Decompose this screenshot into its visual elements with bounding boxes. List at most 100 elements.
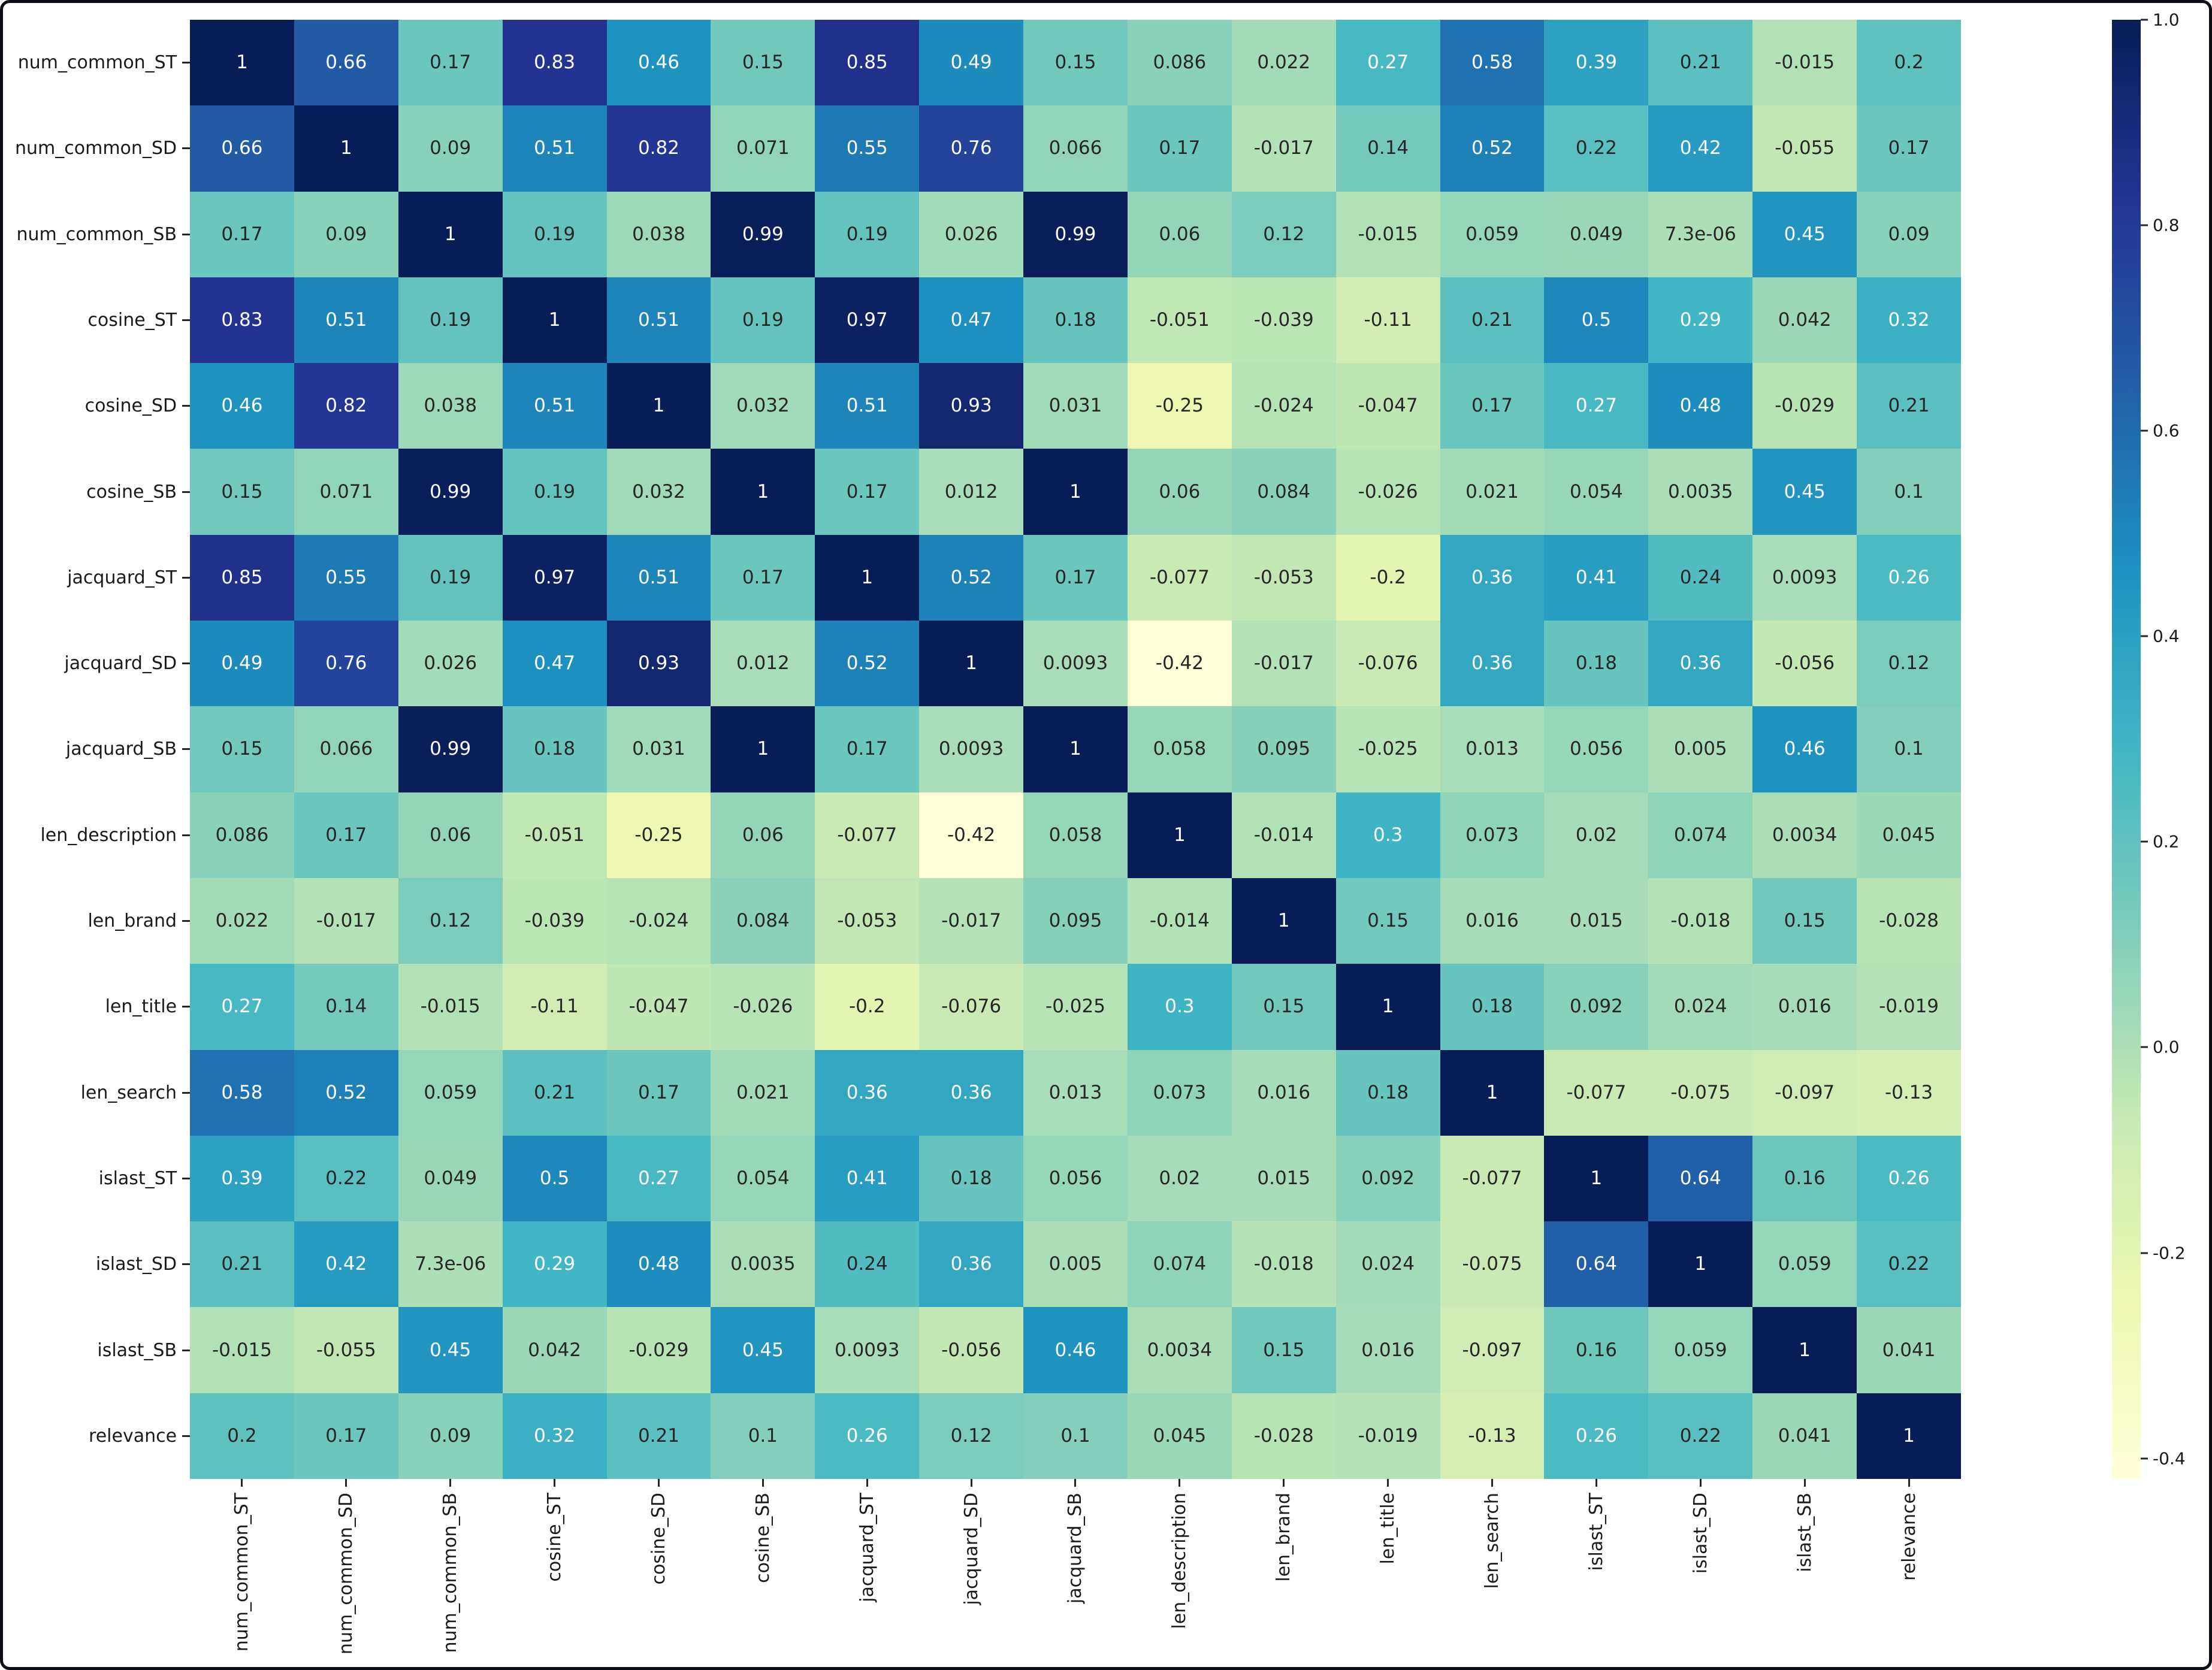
heatmap-cell: 0.29 xyxy=(502,1221,607,1308)
heatmap-cell: -0.039 xyxy=(1231,277,1336,364)
colorbar-tick: 0.8 xyxy=(2141,216,2180,235)
heatmap-cell: 0.85 xyxy=(190,534,294,621)
heatmap-cell: 0.084 xyxy=(1231,449,1336,535)
heatmap-cell: 0.21 xyxy=(606,1393,711,1479)
heatmap-cell: -0.11 xyxy=(502,964,607,1050)
heatmap-cell: 0.82 xyxy=(294,363,398,449)
x-axis-tick-mark xyxy=(1074,1479,1077,1487)
heatmap-cell: 0.073 xyxy=(1440,792,1545,878)
plot-area: num_common_ST num_common_SD num_common_SB c… xyxy=(15,20,1961,1654)
heatmap-cell: 0.51 xyxy=(815,363,920,449)
heatmap-cell: -0.017 xyxy=(294,878,398,964)
heatmap-cell: 0.55 xyxy=(815,105,920,192)
heatmap-cell: 0.056 xyxy=(1544,706,1649,792)
y-axis-tick-mark xyxy=(182,1263,191,1266)
heatmap-cell: 0.1 xyxy=(1857,706,1961,792)
heatmap-cell: 0.074 xyxy=(1127,1221,1232,1308)
heatmap-cell: 0.15 xyxy=(1023,20,1128,106)
heatmap-cell: 0.02 xyxy=(1127,1135,1232,1222)
heatmap-cell: 0.15 xyxy=(190,449,294,535)
heatmap-cell: 1 xyxy=(398,191,503,277)
colorbar-tick-mark xyxy=(2141,840,2148,843)
heatmap-cell: -0.42 xyxy=(1127,621,1232,707)
heatmap-cell: 0.39 xyxy=(1544,20,1649,106)
heatmap-cell: -0.028 xyxy=(1231,1393,1336,1479)
heatmap-cell: -0.075 xyxy=(1648,1049,1753,1136)
y-axis-label-text: len_title xyxy=(105,996,177,1018)
y-axis-label-text: len_search xyxy=(80,1082,177,1103)
heatmap-cell: 0.013 xyxy=(1440,706,1545,792)
heatmap-cell: 0.005 xyxy=(1023,1221,1128,1308)
heatmap-cell: -0.13 xyxy=(1857,1049,1961,1136)
y-axis-tick-mark xyxy=(182,1349,191,1351)
heatmap-cell: 0.49 xyxy=(190,621,294,707)
heatmap-cell: -0.051 xyxy=(1127,277,1232,364)
heatmap-cell: 0.092 xyxy=(1544,964,1649,1050)
heatmap-cell: 0.021 xyxy=(1440,449,1545,535)
heatmap-cell: -0.077 xyxy=(1440,1135,1545,1222)
colorbar-tick-label: 0.0 xyxy=(2153,1037,2180,1057)
heatmap-cell: 0.059 xyxy=(1440,191,1545,277)
heatmap-cell: 0.17 xyxy=(294,792,398,878)
y-axis-label-islast_ST: islast_ST xyxy=(15,1136,191,1221)
heatmap-cell: 1 xyxy=(502,277,607,364)
heatmap-cell: 0.12 xyxy=(919,1393,1024,1479)
heatmap-cell: -0.029 xyxy=(606,1307,711,1393)
heatmap-cell: 0.15 xyxy=(1231,964,1336,1050)
heatmap-cell: -0.42 xyxy=(919,792,1024,878)
y-axis-label-text: num_common_SD xyxy=(15,138,177,159)
x-axis-label-text: num_common_SB xyxy=(440,1493,461,1653)
heatmap-cell: 0.99 xyxy=(711,191,815,277)
heatmap-cell: 0.16 xyxy=(1752,1135,1857,1222)
x-axis-label-text: jacquard_SD xyxy=(960,1493,982,1605)
heatmap-cell: 0.46 xyxy=(1752,706,1857,792)
y-axis-label-text: cosine_SB xyxy=(86,481,177,503)
y-axis-tick-mark xyxy=(182,491,191,493)
heatmap-cell: 0.36 xyxy=(815,1049,920,1136)
heatmap-cell: 0.041 xyxy=(1857,1307,1961,1393)
y-axis-tick-mark xyxy=(182,576,191,579)
y-axis-label-text: len_description xyxy=(40,824,177,846)
heatmap-cell: 0.17 xyxy=(1127,105,1232,192)
y-axis-tick-mark xyxy=(182,920,191,922)
heatmap-cell: 0.21 xyxy=(190,1221,294,1308)
colorbar-tick-label: 1.0 xyxy=(2153,10,2180,30)
x-axis-label-len_search: len_search xyxy=(1440,1479,1545,1629)
heatmap-cell: 0.19 xyxy=(398,277,503,364)
x-axis-label-text: len_search xyxy=(1482,1493,1503,1589)
heatmap-cell: 0.66 xyxy=(294,20,398,106)
x-axis-label-cosine_SD: cosine_SD xyxy=(607,1479,711,1629)
y-axis-label-text: jacquard_ST xyxy=(67,567,177,588)
x-axis-label-text: jacquard_ST xyxy=(856,1493,878,1602)
y-axis-label-text: jacquard_SB xyxy=(65,739,177,760)
y-axis-label-text: islast_SB xyxy=(97,1339,177,1361)
x-axis-label-len_description: len_description xyxy=(1128,1479,1232,1629)
heatmap-cell: 0.06 xyxy=(398,792,503,878)
heatmap-cell: -0.047 xyxy=(606,964,711,1050)
heatmap-cell: -0.015 xyxy=(1752,20,1857,106)
heatmap-cell: 0.066 xyxy=(294,706,398,792)
x-axis-tick-mark xyxy=(1803,1479,1806,1487)
heatmap-cell: 1 xyxy=(1648,1221,1753,1308)
heatmap-grid: 1 0.66 0.17 0.83 0.46 0.15 0.85 0.49 0.15 0.086 0.… xyxy=(190,20,1961,1479)
colorbar-tick: -0.2 xyxy=(2141,1243,2186,1263)
heatmap-cell: -0.039 xyxy=(502,878,607,964)
heatmap-cell: -0.077 xyxy=(1544,1049,1649,1136)
y-axis-label-text: jacquard_SD xyxy=(64,653,177,674)
heatmap-cell: 0.016 xyxy=(1440,878,1545,964)
heatmap-cell: -0.055 xyxy=(294,1307,398,1393)
heatmap-cell: 0.19 xyxy=(502,449,607,535)
colorbar-tick-mark xyxy=(2141,1252,2148,1254)
heatmap-cell: 0.46 xyxy=(1023,1307,1128,1393)
heatmap-cell: 0.58 xyxy=(1440,20,1545,106)
heatmap-cell: 0.22 xyxy=(1857,1221,1961,1308)
y-axis-label-num_common_ST: num_common_ST xyxy=(15,20,191,105)
heatmap-cell: 0.21 xyxy=(1857,363,1961,449)
heatmap-cell: 0.42 xyxy=(294,1221,398,1308)
heatmap-cell: 0.58 xyxy=(190,1049,294,1136)
heatmap-cell: 0.16 xyxy=(1544,1307,1649,1393)
heatmap-cell: 0.39 xyxy=(190,1135,294,1222)
x-axis-labels: num_common_ST num_common_SD num_common_SB c… xyxy=(190,1479,1961,1654)
y-axis-label-jacquard_ST: jacquard_ST xyxy=(15,535,191,621)
